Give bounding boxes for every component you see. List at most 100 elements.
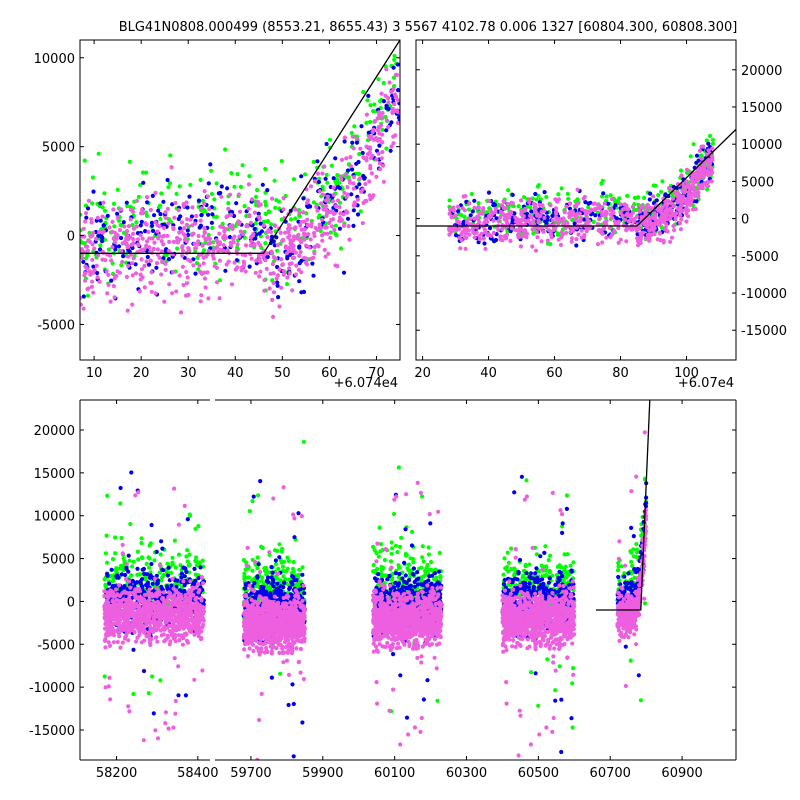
data-point-pink [203, 285, 208, 290]
data-point-blue [144, 582, 149, 588]
data-point-green [279, 549, 284, 554]
data-point-blue [593, 213, 598, 218]
data-point-pink [187, 601, 192, 607]
data-point-pink [172, 635, 177, 640]
data-point-pink [302, 227, 307, 232]
data-point-pink [147, 620, 152, 626]
data-point-pink [191, 593, 196, 598]
data-point-pink [618, 211, 623, 216]
data-point-pink [688, 193, 693, 198]
data-point-pink [293, 272, 299, 277]
data-point-pink [288, 241, 293, 246]
data-point-green [265, 219, 270, 224]
data-point-green [656, 193, 661, 198]
data-point-pink [102, 615, 107, 620]
data-point-pink [527, 197, 533, 202]
data-point-green [378, 549, 383, 554]
data-point-green [177, 184, 182, 189]
data-point-blue [529, 209, 534, 214]
data-point-green [242, 571, 247, 576]
data-point-blue [150, 581, 155, 586]
data-point-green [462, 214, 467, 219]
data-point-blue [386, 106, 391, 111]
data-point-pink [201, 609, 206, 614]
data-point-pink [86, 198, 91, 203]
data-point-pink [95, 275, 100, 280]
data-point-green [111, 578, 116, 583]
data-point-pink [256, 203, 261, 208]
data-point-pink [114, 236, 119, 241]
data-point-pink [318, 201, 324, 206]
data-point-pink [452, 228, 457, 233]
data-point-pink [159, 606, 164, 611]
data-point-pink [83, 211, 89, 216]
data-point-pink [117, 606, 122, 611]
data-point-green [173, 565, 178, 570]
data-point-pink [299, 227, 304, 232]
data-point-pink [657, 230, 662, 235]
data-point-pink [249, 197, 255, 202]
data-point-pink [105, 590, 110, 595]
data-point-pink [241, 232, 246, 237]
data-point-pink [472, 205, 477, 210]
data-point-pink [175, 609, 180, 615]
data-point-blue [199, 213, 204, 218]
data-point-pink [377, 112, 382, 118]
data-point-green [389, 551, 394, 556]
data-point-blue [206, 212, 211, 217]
data-point-pink [624, 227, 630, 232]
data-point-pink [188, 607, 193, 613]
data-point-pink [489, 233, 494, 238]
data-point-pink [314, 204, 319, 209]
data-point-green [103, 551, 108, 556]
data-point-pink [257, 274, 262, 279]
data-point-pink [573, 203, 578, 208]
data-point-pink [706, 148, 711, 153]
data-point-blue [234, 201, 239, 206]
data-point-pink [661, 238, 666, 243]
data-point-pink [176, 207, 181, 213]
data-point-pink [313, 225, 318, 231]
data-point-green [466, 207, 472, 212]
data-point-pink [139, 207, 145, 212]
data-point-pink [348, 155, 353, 160]
data-point-green [118, 501, 123, 506]
data-point-blue [247, 264, 252, 269]
data-point-green [247, 174, 252, 179]
data-point-green [278, 558, 283, 563]
data-point-pink [281, 272, 286, 277]
data-point-pink [681, 184, 686, 189]
data-point-blue [81, 259, 86, 264]
data-point-pink [629, 227, 634, 232]
data-point-green [102, 674, 107, 679]
data-point-pink [196, 233, 201, 239]
data-point-green [102, 208, 108, 213]
data-point-pink [369, 171, 374, 176]
data-point-pink [161, 598, 166, 603]
data-point-pink [139, 640, 144, 645]
data-point-pink [687, 186, 693, 191]
data-point-pink [132, 630, 137, 635]
data-point-pink [127, 579, 132, 584]
data-point-green [110, 557, 116, 562]
data-point-blue [121, 220, 126, 225]
data-point-pink [103, 637, 108, 642]
data-point-pink [648, 205, 653, 210]
data-point-green [531, 231, 536, 236]
data-point-green [425, 562, 430, 568]
data-point-pink [246, 182, 251, 187]
data-point-blue [696, 158, 701, 163]
data-point-pink [261, 223, 267, 228]
data-point-pink [187, 629, 192, 634]
data-point-pink [196, 603, 201, 608]
data-point-green [522, 195, 527, 200]
data-point-pink [154, 628, 159, 633]
data-point-green [660, 179, 665, 184]
data-point-blue [663, 192, 668, 197]
data-point-blue [359, 124, 364, 129]
data-point-pink [355, 197, 360, 202]
data-point-pink [701, 174, 706, 179]
data-point-pink [103, 258, 108, 263]
data-point-green [604, 194, 609, 199]
data-point-blue [115, 211, 120, 216]
